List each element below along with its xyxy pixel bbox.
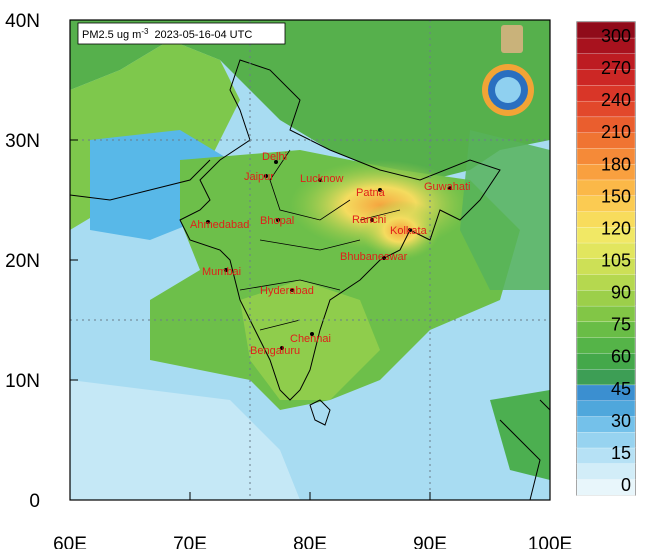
city-dot bbox=[206, 220, 210, 224]
lat-tick-label: 40N bbox=[5, 11, 40, 32]
logo bbox=[482, 25, 534, 116]
colorbar-label: 300 bbox=[601, 26, 631, 46]
city-label: Jaipur bbox=[244, 171, 274, 183]
colorbar-label: 270 bbox=[601, 58, 631, 78]
colorbar-label: 45 bbox=[611, 379, 631, 399]
city-label: Ranchi bbox=[352, 214, 386, 226]
city-label: Chennai bbox=[290, 333, 331, 345]
title-exponent: -3 bbox=[141, 27, 149, 36]
lat-tick-label: 20N bbox=[5, 251, 40, 272]
lat-tick-label: 10N bbox=[5, 371, 40, 392]
colorbar-label: 180 bbox=[601, 154, 631, 174]
colorbar-label: 105 bbox=[601, 251, 631, 271]
city-label: Guwahati bbox=[424, 181, 470, 193]
map-shape bbox=[499, 399, 551, 501]
colorbar-label: 60 bbox=[611, 347, 631, 367]
city-label: Delhi bbox=[262, 151, 287, 163]
title-box bbox=[77, 22, 286, 45]
map-shape bbox=[490, 390, 550, 480]
boundaries bbox=[69, 59, 551, 501]
lon-tick-label: 60E bbox=[53, 534, 87, 549]
lon-tick-label: 80E bbox=[293, 534, 327, 549]
city-label: Lucknow bbox=[300, 173, 343, 185]
title-label: PM2.5 ug m bbox=[82, 29, 141, 41]
colorbar-label: 210 bbox=[601, 122, 631, 142]
city-dot bbox=[378, 188, 382, 192]
city-dot bbox=[274, 160, 278, 164]
map-shape bbox=[70, 380, 300, 500]
city-dot bbox=[448, 186, 452, 190]
colorbar-label: 30 bbox=[611, 411, 631, 431]
map-field bbox=[70, 20, 550, 500]
map-shape bbox=[460, 130, 550, 290]
map-shape bbox=[501, 25, 523, 53]
colorbar-label: 120 bbox=[601, 218, 631, 238]
lat-tick-label: 30N bbox=[5, 131, 40, 152]
lon-tick-label: 100E bbox=[528, 534, 572, 549]
map-shape bbox=[495, 77, 521, 103]
title: PM2.5 ug m-3 2023-05-16-04 UTC bbox=[82, 27, 252, 41]
city-dot bbox=[310, 332, 314, 336]
city-label: Ahmedabad bbox=[190, 219, 249, 231]
colorbar-label: 15 bbox=[611, 443, 631, 463]
city-label: Kolkata bbox=[390, 225, 428, 237]
colorbar-label: 0 bbox=[621, 475, 631, 495]
colorbar-label: 150 bbox=[601, 186, 631, 206]
lon-tick-label: 90E bbox=[413, 534, 447, 549]
city-label: Bengaluru bbox=[250, 345, 300, 357]
city-dot bbox=[264, 174, 268, 178]
city-label: Bhopal bbox=[260, 215, 294, 227]
lat-tick-label: 0 bbox=[29, 491, 40, 512]
city-label: Bhubaneswar bbox=[340, 251, 408, 263]
city-dot bbox=[370, 218, 374, 222]
lon-tick-label: 70E bbox=[173, 534, 207, 549]
title-timestamp: 2023-05-16-04 UTC bbox=[154, 29, 252, 41]
map-shape bbox=[240, 280, 380, 400]
city-dot bbox=[290, 288, 294, 292]
colorbar-swatch bbox=[576, 21, 636, 39]
map-shape bbox=[239, 149, 401, 331]
city-dot bbox=[224, 268, 228, 272]
city-label: Patna bbox=[356, 187, 386, 199]
city-dot bbox=[318, 178, 322, 182]
map-shape bbox=[69, 159, 211, 201]
city-label: Mumbai bbox=[202, 266, 241, 278]
colorbar-label: 240 bbox=[601, 90, 631, 110]
city-dot bbox=[276, 218, 280, 222]
colorbar-label: 90 bbox=[611, 283, 631, 303]
colorbar-label: 75 bbox=[611, 315, 631, 335]
city-dot bbox=[280, 346, 284, 350]
city-dot bbox=[382, 256, 386, 260]
graticule bbox=[70, 20, 550, 500]
map-shape bbox=[179, 59, 501, 401]
city-label: Hyderabad bbox=[260, 285, 314, 297]
map-shape bbox=[309, 399, 331, 426]
city-dot bbox=[408, 228, 412, 232]
